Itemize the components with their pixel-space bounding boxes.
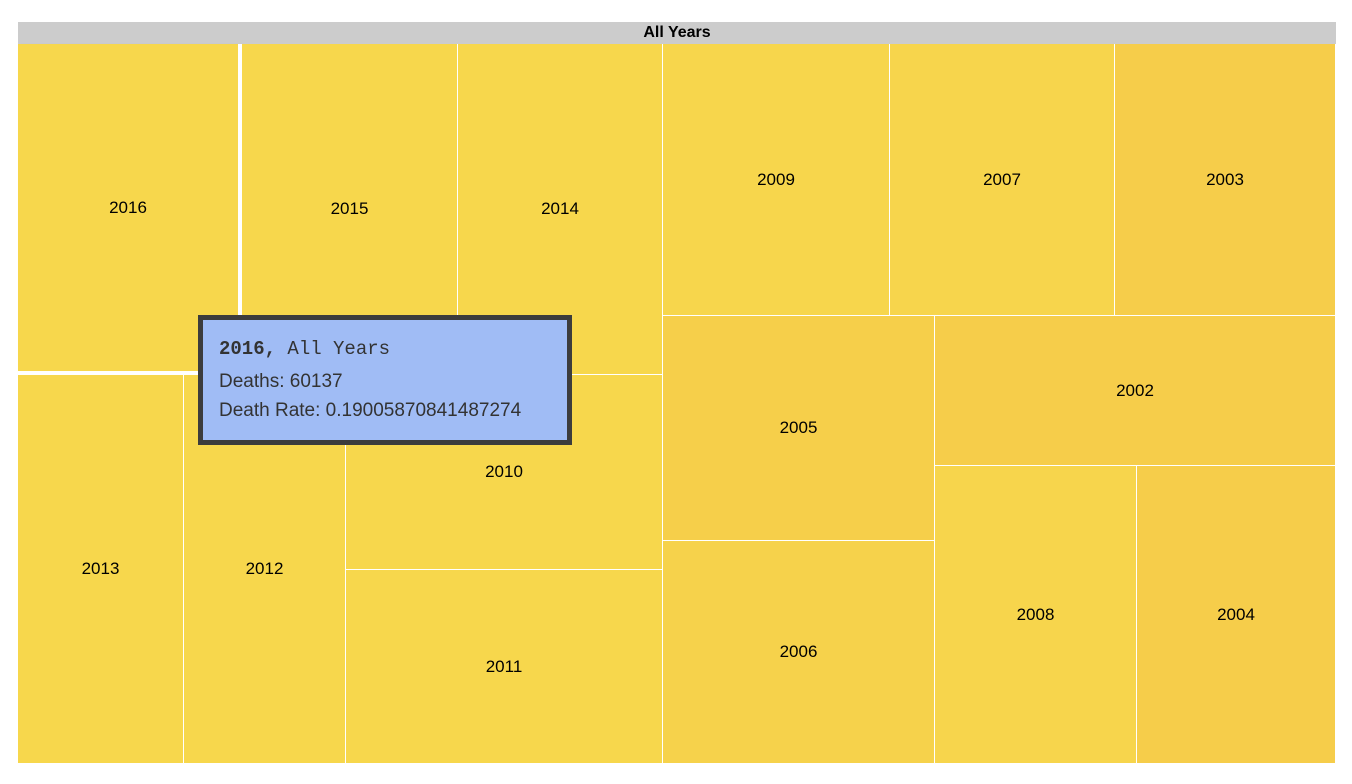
treemap-chart: All Years 2016 2015 2014 2013 2012 2010 2011 20… [18, 22, 1336, 764]
tile-label: 2011 [485, 656, 523, 676]
tile-label: 2002 [1116, 380, 1154, 400]
tile-label: 2014 [541, 199, 579, 218]
tile-label: 2010 [485, 462, 523, 481]
tile-label: 2003 [1206, 169, 1244, 189]
tile-label: 2007 [983, 169, 1021, 189]
tooltip-deaths: Deaths: 60137 [219, 371, 343, 392]
tooltip: 2016, All Years Deaths: 60137 Death Rate… [198, 315, 572, 445]
treemap-tile-2008[interactable]: 2008 [935, 466, 1137, 764]
tile-label: 2006 [779, 642, 818, 661]
treemap-tile-2013[interactable]: 2013 [18, 375, 184, 764]
tile-label: 2008 [1016, 604, 1055, 624]
treemap-tile-2003[interactable]: 2003 [1115, 44, 1336, 316]
treemap-tile-2011[interactable]: 2011 [346, 570, 663, 764]
treemap-tile-2009[interactable]: 2009 [663, 44, 890, 316]
treemap-header[interactable]: All Years [18, 22, 1336, 44]
tooltip-death-rate: Death Rate: 0.19005870841487274 [219, 400, 522, 421]
tile-label: 2016 [109, 197, 147, 217]
treemap-tile-2005[interactable]: 2005 [663, 316, 935, 541]
tile-label: 2005 [779, 418, 818, 437]
treemap-area: 2016 2015 2014 2013 2012 2010 2011 2009 2007 2003… [18, 44, 1336, 764]
tile-label: 2004 [1217, 604, 1255, 624]
treemap-tile-2007[interactable]: 2007 [890, 44, 1115, 316]
tooltip-year: 2016, [219, 338, 277, 360]
tile-label: 2013 [81, 559, 120, 578]
treemap-tile-2006[interactable]: 2006 [663, 541, 935, 764]
treemap-tile-2002[interactable]: 2002 [935, 316, 1336, 466]
tile-label: 2009 [757, 169, 795, 189]
tile-label: 2012 [245, 559, 284, 578]
tooltip-title: 2016, All Years [219, 338, 551, 360]
tile-label: 2015 [330, 199, 369, 218]
tooltip-group: All Years [287, 338, 391, 360]
treemap-tile-2004[interactable]: 2004 [1137, 466, 1336, 764]
